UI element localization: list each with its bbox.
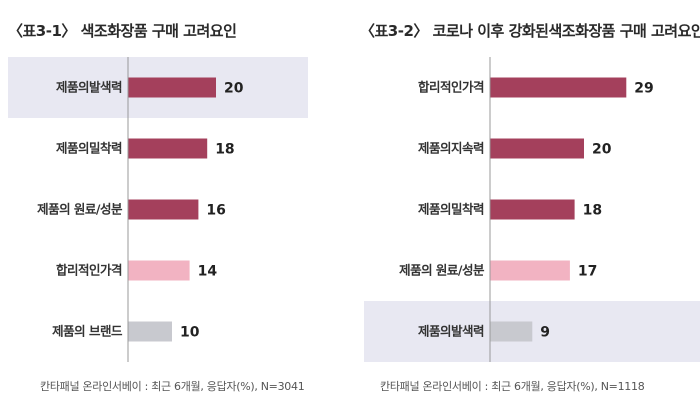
bar-row: 제품의발색력 20 (56, 77, 244, 98)
category-label: 합리적인가격 (418, 80, 484, 95)
bar-chart-2: 합리적인가격 29 제품의지속력 20 제품의밀착력 18 제품의 원료/성분 17 제품의발색… (364, 57, 700, 362)
bar-row: 합리적인가격 14 (56, 260, 218, 281)
value-label: 9 (540, 325, 550, 341)
chart-source: 칸타패널 온라인서베이 : 최근 6개월, 응답자(%), N=3041 (40, 380, 305, 393)
bar (128, 199, 199, 220)
bar (128, 77, 216, 98)
bar-row: 제품의밀착력 18 (56, 138, 235, 159)
bar-row: 제품의 브랜드 10 (52, 321, 200, 342)
bar (128, 321, 172, 342)
value-label: 18 (583, 203, 602, 219)
bar-row: 제품의 원료/성분 16 (37, 199, 226, 220)
value-label: 17 (578, 264, 597, 280)
chart-title: 〈표3-2〉 코로나 이후 강화된색조화장품 구매 고려요인 (360, 22, 700, 40)
category-label: 제품의 원료/성분 (399, 263, 485, 278)
category-label: 제품의지속력 (418, 141, 484, 156)
bar (128, 260, 190, 281)
bar-chart-1: 제품의발색력 20 제품의밀착력 18 제품의 원료/성분 16 합리적인가격 14 제품의 브… (8, 57, 308, 362)
chart-title: 〈표3-1〉 색조화장품 구매 고려요인 (8, 22, 237, 40)
category-label: 제품의 원료/성분 (37, 202, 123, 217)
category-label: 제품의밀착력 (56, 141, 122, 156)
category-label: 합리적인가격 (56, 263, 122, 278)
value-label: 20 (224, 81, 244, 97)
bar (490, 199, 575, 220)
value-label: 14 (198, 264, 218, 280)
bar-row: 합리적인가격 29 (418, 77, 654, 98)
bar (490, 260, 570, 281)
category-label: 제품의 브랜드 (52, 324, 123, 339)
value-label: 20 (592, 142, 612, 158)
value-label: 16 (206, 203, 225, 219)
chart-panel-1: 〈표3-1〉 색조화장품 구매 고려요인 제품의발색력 20 제품의밀착력 18 제품의… (0, 0, 330, 401)
value-label: 18 (215, 142, 234, 158)
value-label: 29 (634, 81, 653, 97)
bar (490, 138, 584, 159)
bar (490, 77, 627, 98)
category-label: 제품의밀착력 (418, 202, 484, 217)
bar (128, 138, 208, 159)
chart-panel-2: 〈표3-2〉 코로나 이후 강화된색조화장품 구매 고려요인 합리적인가격 29 제… (350, 0, 700, 401)
bar-row: 제품의발색력 9 (418, 321, 550, 342)
category-label: 제품의발색력 (56, 80, 122, 95)
bar-row: 제품의밀착력 18 (418, 199, 602, 220)
bar (490, 321, 533, 342)
bar-row: 제품의지속력 20 (418, 138, 612, 159)
value-label: 10 (180, 325, 200, 341)
chart-source: 칸타패널 온라인서베이 : 최근 6개월, 응답자(%), N=1118 (380, 380, 645, 393)
category-label: 제품의발색력 (418, 324, 484, 339)
bar-row: 제품의 원료/성분 17 (399, 260, 597, 281)
